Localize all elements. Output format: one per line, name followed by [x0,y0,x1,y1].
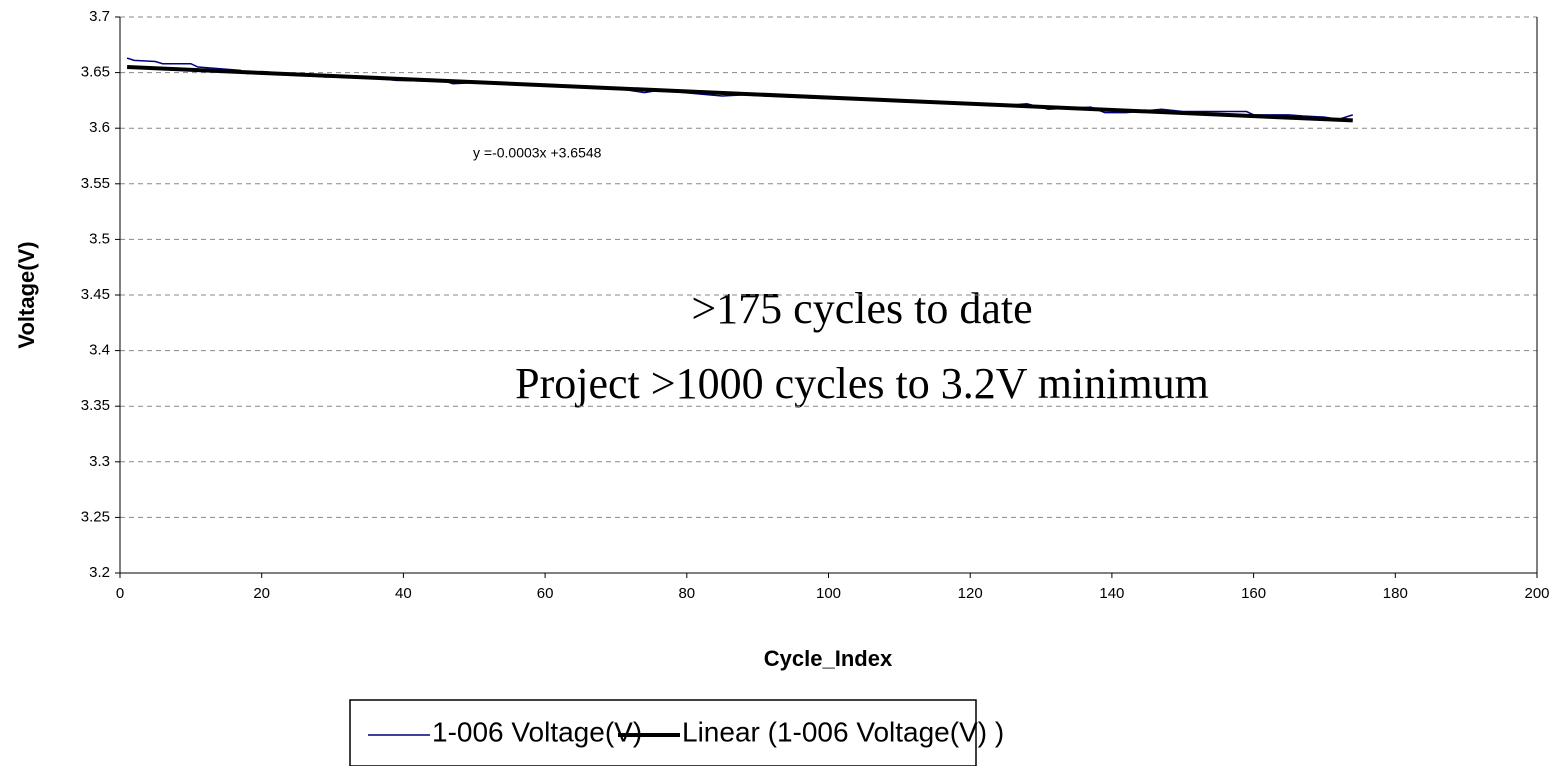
y-axis-title: Voltage(V) [14,241,39,348]
annotation: Project >1000 cycles to 3.2V minimum [515,359,1209,408]
x-tick-label: 120 [958,585,983,602]
y-tick-label: 3.4 [89,342,110,359]
x-axis-title: Cycle_Index [764,646,893,671]
x-tick-label: 100 [816,585,841,602]
annotation: >175 cycles to date [691,284,1032,333]
x-tick-label: 140 [1099,585,1124,602]
y-tick-label: 3.35 [81,397,110,414]
x-tick-label: 160 [1241,585,1266,602]
x-tick-label: 0 [116,585,124,602]
y-tick-label: 3.3 [89,453,110,470]
x-tick-label: 80 [678,585,695,602]
y-tick-label: 3.65 [81,64,110,81]
x-tick-label: 200 [1524,585,1549,602]
series-line [126,57,1354,121]
x-tick-label: 180 [1383,585,1408,602]
y-tick-label: 3.55 [81,175,110,192]
series-line [126,65,1353,123]
equation: y =-0.0003x +3.6548 [473,145,602,161]
y-tick-label: 3.25 [81,508,110,525]
legend-label: Linear (1-006 Voltage(V) ) [682,716,1004,747]
x-tick-label: 60 [537,585,554,602]
y-tick-label: 3.7 [89,8,110,25]
x-tick-label: 20 [253,585,270,602]
x-tick-label: 40 [395,585,412,602]
y-tick-label: 3.2 [89,564,110,581]
legend-label: 1-006 Voltage(V) [432,716,642,747]
y-tick-label: 3.45 [81,286,110,303]
y-tick-label: 3.6 [89,119,110,136]
y-tick-label: 3.5 [89,230,110,247]
